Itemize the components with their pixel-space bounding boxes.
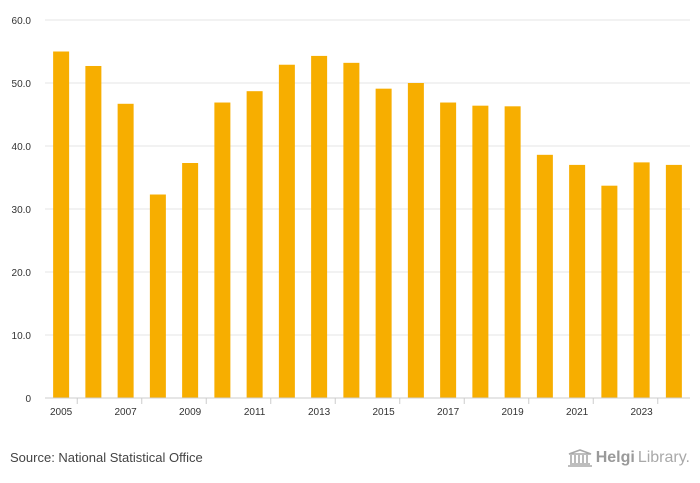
bar-2008[interactable] [149,194,166,398]
bar-2024[interactable] [665,164,682,398]
bar-2020[interactable] [536,154,553,398]
gridlines [45,19,690,336]
y-tick-label: 10.0 [12,331,32,342]
x-tick-label: 2015 [373,407,396,418]
x-tick-label: 2013 [308,407,331,418]
y-tick-label: 20.0 [12,268,32,279]
bar-2006[interactable] [85,65,102,399]
x-tick-label: 2009 [179,407,202,418]
y-tick-label: 50.0 [12,79,32,90]
bar-2016[interactable] [407,83,424,398]
bar-2011[interactable] [246,91,263,398]
library-building-icon [567,449,592,467]
bar-2007[interactable] [117,103,134,398]
x-tick-label: 2023 [631,407,654,418]
bar-2015[interactable] [375,88,392,399]
x-axis: 2005 2007 2009 2011 2013 2015 2017 2019 2021 2023 [50,398,659,418]
logo-text-library: Library. [637,449,690,466]
bar-2021[interactable] [569,164,586,398]
bar-2023[interactable] [633,162,650,398]
bar-2009[interactable] [182,163,199,398]
y-tick-label: 0 [25,394,31,405]
bar-2017[interactable] [440,102,457,398]
y-tick-label: 30.0 [12,205,32,216]
bar-2012[interactable] [278,64,295,398]
x-tick-label: 2017 [437,407,460,418]
bar-2014[interactable] [343,62,360,399]
bar-2005[interactable] [53,51,70,399]
bar-2019[interactable] [504,106,521,398]
bar-2022[interactable] [601,185,618,398]
helgi-library-logo[interactable]: Helgi Library. [567,449,690,467]
x-tick-label: 2005 [50,407,73,418]
bar-2013[interactable] [311,55,328,398]
y-tick-label: 40.0 [12,142,32,153]
y-tick-label: 60.0 [12,16,32,27]
x-tick-label: 2007 [115,407,138,418]
y-axis: 0 10.0 20.0 30.0 40.0 50.0 60.0 [12,16,32,405]
bar-chart: 010.020.030.040.050.060.0 2005 2007 2009 20… [12,16,690,418]
x-tick-label: 2019 [502,407,525,418]
x-tick-label: 2011 [244,407,266,418]
x-tick-label: 2021 [566,407,589,418]
bar-2010[interactable] [214,102,231,398]
logo-text-helgi: Helgi [595,449,635,466]
bar-series [53,51,682,399]
source-note: Source: National Statistical Office [10,450,203,465]
bar-2018[interactable] [472,105,489,399]
